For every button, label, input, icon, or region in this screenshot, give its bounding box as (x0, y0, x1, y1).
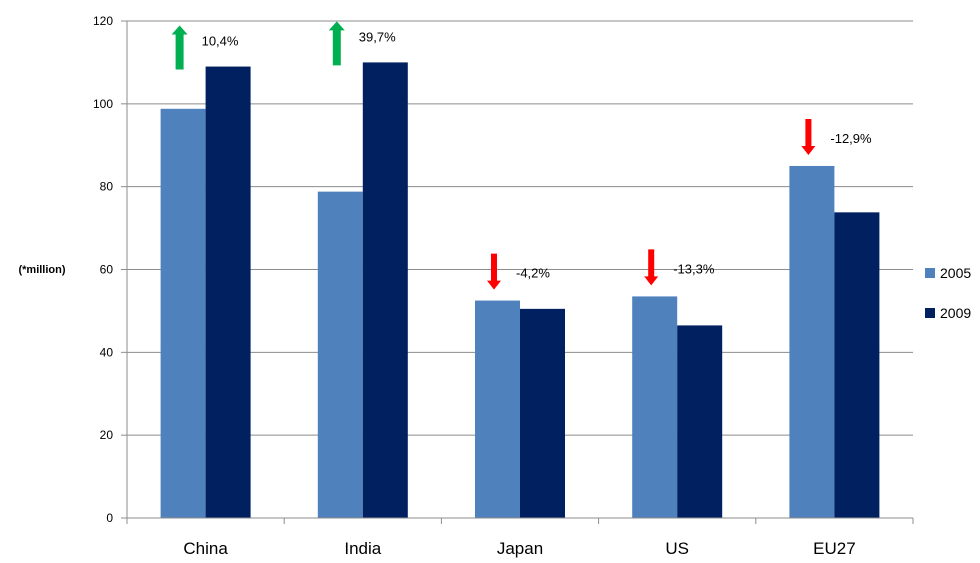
change-label: 39,7% (359, 29, 396, 44)
x-tick-label: US (665, 539, 689, 558)
y-tick-label: 20 (100, 428, 114, 442)
down-arrow-icon (644, 249, 659, 286)
change-annotation-eu27: -12,9% (801, 118, 872, 155)
y-tick-label: 0 (106, 511, 113, 525)
y-tick-label: 40 (100, 345, 114, 359)
legend-item-2005: 2005 (925, 265, 971, 281)
bars (160, 62, 880, 519)
bar-2005-eu27 (789, 165, 835, 519)
bar-2009-japan (520, 308, 565, 518)
legend-item-2009: 2009 (925, 305, 971, 321)
change-label: -13,3% (673, 261, 715, 276)
bar-2005-india (317, 191, 363, 519)
down-arrow-icon (801, 118, 816, 155)
y-axis-label: (*million) (18, 264, 65, 276)
legend-label: 2009 (940, 305, 971, 321)
bar-2009-us (677, 325, 723, 518)
y-tick-label: 80 (100, 180, 114, 194)
change-annotation-india: 39,7% (328, 21, 396, 66)
x-tick-label: India (344, 539, 381, 558)
y-tick-label: 100 (93, 97, 113, 111)
legend: 2005 2009 (925, 265, 971, 321)
legend-swatch (925, 308, 935, 318)
x-tick-label: Japan (497, 539, 543, 558)
bar-2009-eu27 (834, 212, 880, 518)
y-tick-label: 120 (93, 14, 113, 28)
bar-2005-us (632, 296, 678, 518)
y-axis-ticks: 0 20 40 60 80 100 120 (93, 14, 127, 525)
change-annotation-us: -13,3% (644, 249, 715, 286)
up-arrow-icon (328, 21, 345, 66)
x-axis-ticks: China India Japan US EU27 (126, 518, 914, 558)
y-tick-label: 60 (100, 263, 114, 277)
axes (126, 21, 913, 519)
bar-2005-china (160, 108, 206, 518)
bar-2005-japan (475, 300, 520, 518)
legend-label: 2005 (940, 265, 971, 281)
up-arrow-icon (171, 25, 188, 70)
x-tick-label: China (183, 539, 228, 558)
change-label: -4,2% (516, 266, 550, 281)
down-arrow-icon (487, 253, 501, 290)
change-annotation-china: 10,4% (171, 25, 239, 70)
change-label: -12,9% (830, 131, 872, 146)
change-annotation-japan: -4,2% (487, 253, 550, 290)
change-label: 10,4% (202, 34, 239, 49)
bar-2009-india (362, 62, 408, 519)
legend-swatch (925, 268, 935, 278)
gridlines (127, 20, 913, 436)
x-tick-label: EU27 (813, 539, 856, 558)
bar-2009-china (205, 66, 251, 518)
annotations: 10,4% 39,7% -4,2% -13,3% -12,9% (171, 21, 872, 290)
